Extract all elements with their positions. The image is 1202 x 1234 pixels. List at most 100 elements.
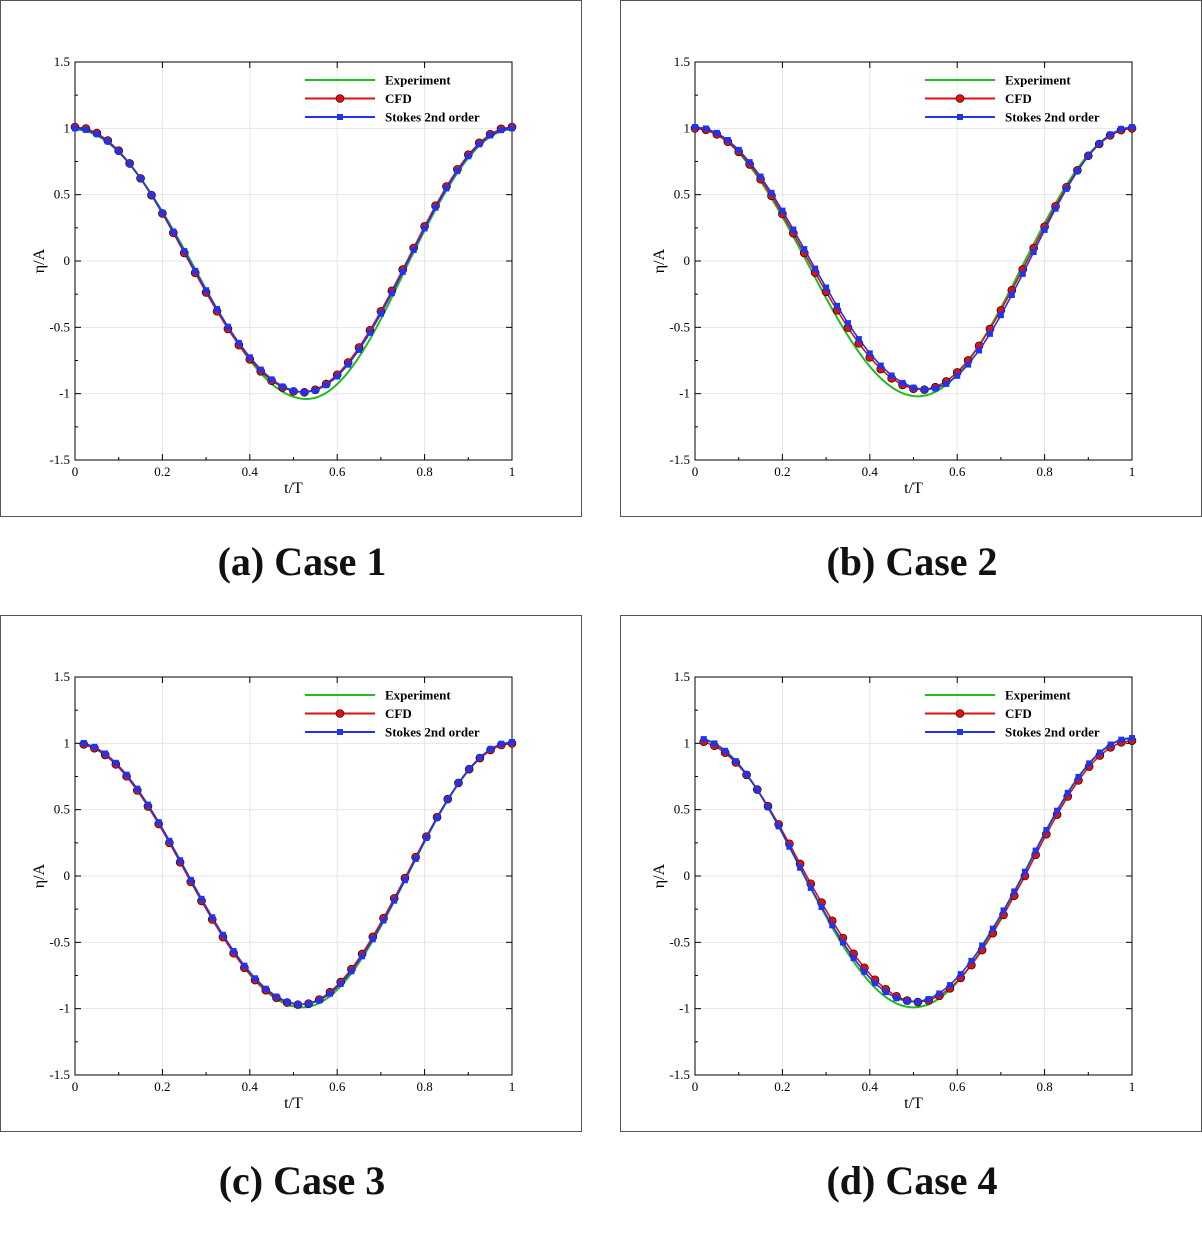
y-tick-label: 0.5 bbox=[54, 187, 70, 202]
data-point-stokes bbox=[345, 361, 352, 368]
series-line-experiment bbox=[694, 127, 1133, 398]
y-tick-label: 1 bbox=[684, 120, 691, 135]
data-point-stokes bbox=[850, 955, 857, 962]
panel-frame bbox=[0, 615, 582, 1132]
data-point-stokes bbox=[241, 962, 248, 969]
data-point-stokes bbox=[1107, 131, 1114, 138]
data-point-stokes bbox=[910, 384, 917, 391]
data-point-stokes bbox=[1118, 736, 1125, 743]
data-point-stokes bbox=[1085, 152, 1092, 159]
data-point-stokes bbox=[1075, 773, 1082, 780]
y-tick-label: -0.5 bbox=[49, 934, 70, 949]
data-point-stokes bbox=[279, 383, 286, 390]
legend-label-cfd: CFD bbox=[1005, 91, 1032, 106]
data-point-stokes bbox=[305, 1001, 312, 1008]
x-tick-label: 0.8 bbox=[416, 1079, 432, 1094]
series-stokes bbox=[692, 124, 1135, 393]
data-point-stokes bbox=[144, 801, 151, 808]
legend-label-stokes: Stokes 2nd order bbox=[385, 110, 480, 125]
data-point-stokes bbox=[323, 382, 330, 389]
data-point-stokes bbox=[855, 336, 862, 343]
data-point-stokes bbox=[380, 917, 387, 924]
data-point-stokes bbox=[159, 209, 166, 216]
data-point-stokes bbox=[487, 132, 494, 139]
chart-panel-case-1: 0 0.2 0.4 0.6 0.8 1 -1.5 -1 -0.5 0 0.5 1 1.5 t/T η/A Ex… bbox=[0, 0, 582, 517]
legend-marker-stokes bbox=[337, 114, 343, 120]
legend-label-experiment: Experiment bbox=[385, 73, 451, 88]
x-tick-label: 0.4 bbox=[242, 1079, 259, 1094]
x-tick-label: 0.2 bbox=[774, 464, 790, 479]
data-point-stokes bbox=[1011, 888, 1018, 895]
data-point-stokes bbox=[1052, 205, 1059, 212]
data-point-stokes bbox=[1019, 270, 1026, 277]
x-axis-label: t/T bbox=[904, 1095, 923, 1112]
y-tick-label: -0.5 bbox=[49, 319, 70, 334]
data-point-stokes bbox=[1129, 124, 1135, 131]
data-point-stokes bbox=[509, 739, 515, 746]
data-point-stokes bbox=[388, 290, 395, 297]
data-point-stokes bbox=[732, 758, 739, 765]
data-point-stokes bbox=[957, 971, 964, 978]
legend-label-experiment: Experiment bbox=[1005, 73, 1071, 88]
x-tick-label: 0.6 bbox=[949, 1079, 966, 1094]
data-point-stokes bbox=[177, 857, 184, 864]
data-point-stokes bbox=[979, 942, 986, 949]
data-point-stokes bbox=[954, 372, 961, 379]
x-tick-label: 0.4 bbox=[862, 1079, 879, 1094]
data-point-stokes bbox=[423, 834, 430, 841]
data-point-stokes bbox=[932, 385, 939, 392]
data-point-stokes bbox=[476, 141, 483, 148]
data-point-stokes bbox=[366, 329, 373, 336]
x-tick-label: 0 bbox=[72, 464, 79, 479]
data-point-stokes bbox=[946, 982, 953, 989]
data-point-stokes bbox=[219, 931, 226, 938]
data-point-stokes bbox=[1041, 226, 1048, 233]
data-point-stokes bbox=[754, 786, 761, 793]
data-point-stokes bbox=[757, 173, 764, 180]
x-tick-label: 1 bbox=[509, 1079, 516, 1094]
legend: Experiment CFD Stokes 2nd order bbox=[305, 73, 480, 125]
data-point-stokes bbox=[722, 747, 729, 754]
y-tick-label: 0.5 bbox=[674, 802, 690, 817]
data-point-stokes bbox=[986, 330, 993, 337]
data-point-stokes bbox=[888, 372, 895, 379]
data-point-stokes bbox=[839, 939, 846, 946]
data-point-stokes bbox=[1118, 125, 1125, 132]
x-tick-label: 1 bbox=[509, 464, 516, 479]
series-stokes bbox=[80, 739, 515, 1008]
data-point-stokes bbox=[224, 323, 231, 330]
data-point-stokes bbox=[829, 922, 836, 929]
y-tick-label: 1 bbox=[684, 735, 691, 750]
legend: Experiment CFD Stokes 2nd order bbox=[925, 73, 1100, 125]
data-point-stokes bbox=[399, 268, 406, 275]
data-point-stokes bbox=[818, 903, 825, 910]
data-point-stokes bbox=[434, 814, 441, 821]
data-point-stokes bbox=[724, 137, 731, 144]
data-point-stokes bbox=[359, 953, 366, 960]
x-tick-label: 0.4 bbox=[862, 464, 879, 479]
y-tick-label: 1.5 bbox=[674, 54, 690, 69]
y-tick-label: 1.5 bbox=[54, 54, 70, 69]
data-point-stokes bbox=[1096, 749, 1103, 756]
caption-case-2: (b) Case 2 bbox=[826, 539, 998, 584]
y-tick-label: -1 bbox=[59, 1001, 70, 1016]
legend-label-cfd: CFD bbox=[385, 706, 412, 721]
y-tick-label: -1 bbox=[679, 386, 690, 401]
data-point-stokes bbox=[412, 855, 419, 862]
x-tick-label: 0.6 bbox=[949, 464, 966, 479]
data-point-stokes bbox=[235, 339, 242, 346]
y-tick-label: -1 bbox=[679, 1001, 690, 1016]
x-tick-label: 0 bbox=[692, 464, 699, 479]
y-tick-label: 0.5 bbox=[674, 187, 690, 202]
x-tick-label: 0 bbox=[692, 1079, 699, 1094]
data-point-stokes bbox=[1074, 168, 1081, 175]
panel-frame bbox=[620, 615, 1202, 1132]
data-point-stokes bbox=[348, 968, 355, 975]
data-point-stokes bbox=[844, 320, 851, 327]
legend-label-stokes: Stokes 2nd order bbox=[1005, 110, 1100, 125]
data-point-stokes bbox=[209, 914, 216, 921]
data-point-stokes bbox=[401, 877, 408, 884]
legend: Experiment CFD Stokes 2nd order bbox=[305, 688, 480, 740]
legend-marker-stokes bbox=[337, 729, 343, 735]
y-axis-label: η/A bbox=[31, 863, 48, 888]
